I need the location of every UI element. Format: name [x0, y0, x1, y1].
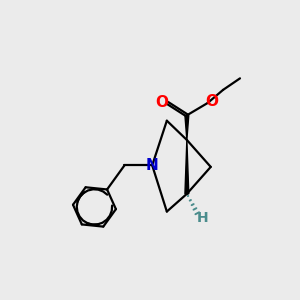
- Text: O: O: [205, 94, 218, 109]
- Text: O: O: [156, 95, 169, 110]
- Polygon shape: [185, 140, 189, 194]
- Text: N: N: [146, 158, 159, 173]
- Polygon shape: [185, 115, 189, 140]
- Text: H: H: [196, 211, 208, 225]
